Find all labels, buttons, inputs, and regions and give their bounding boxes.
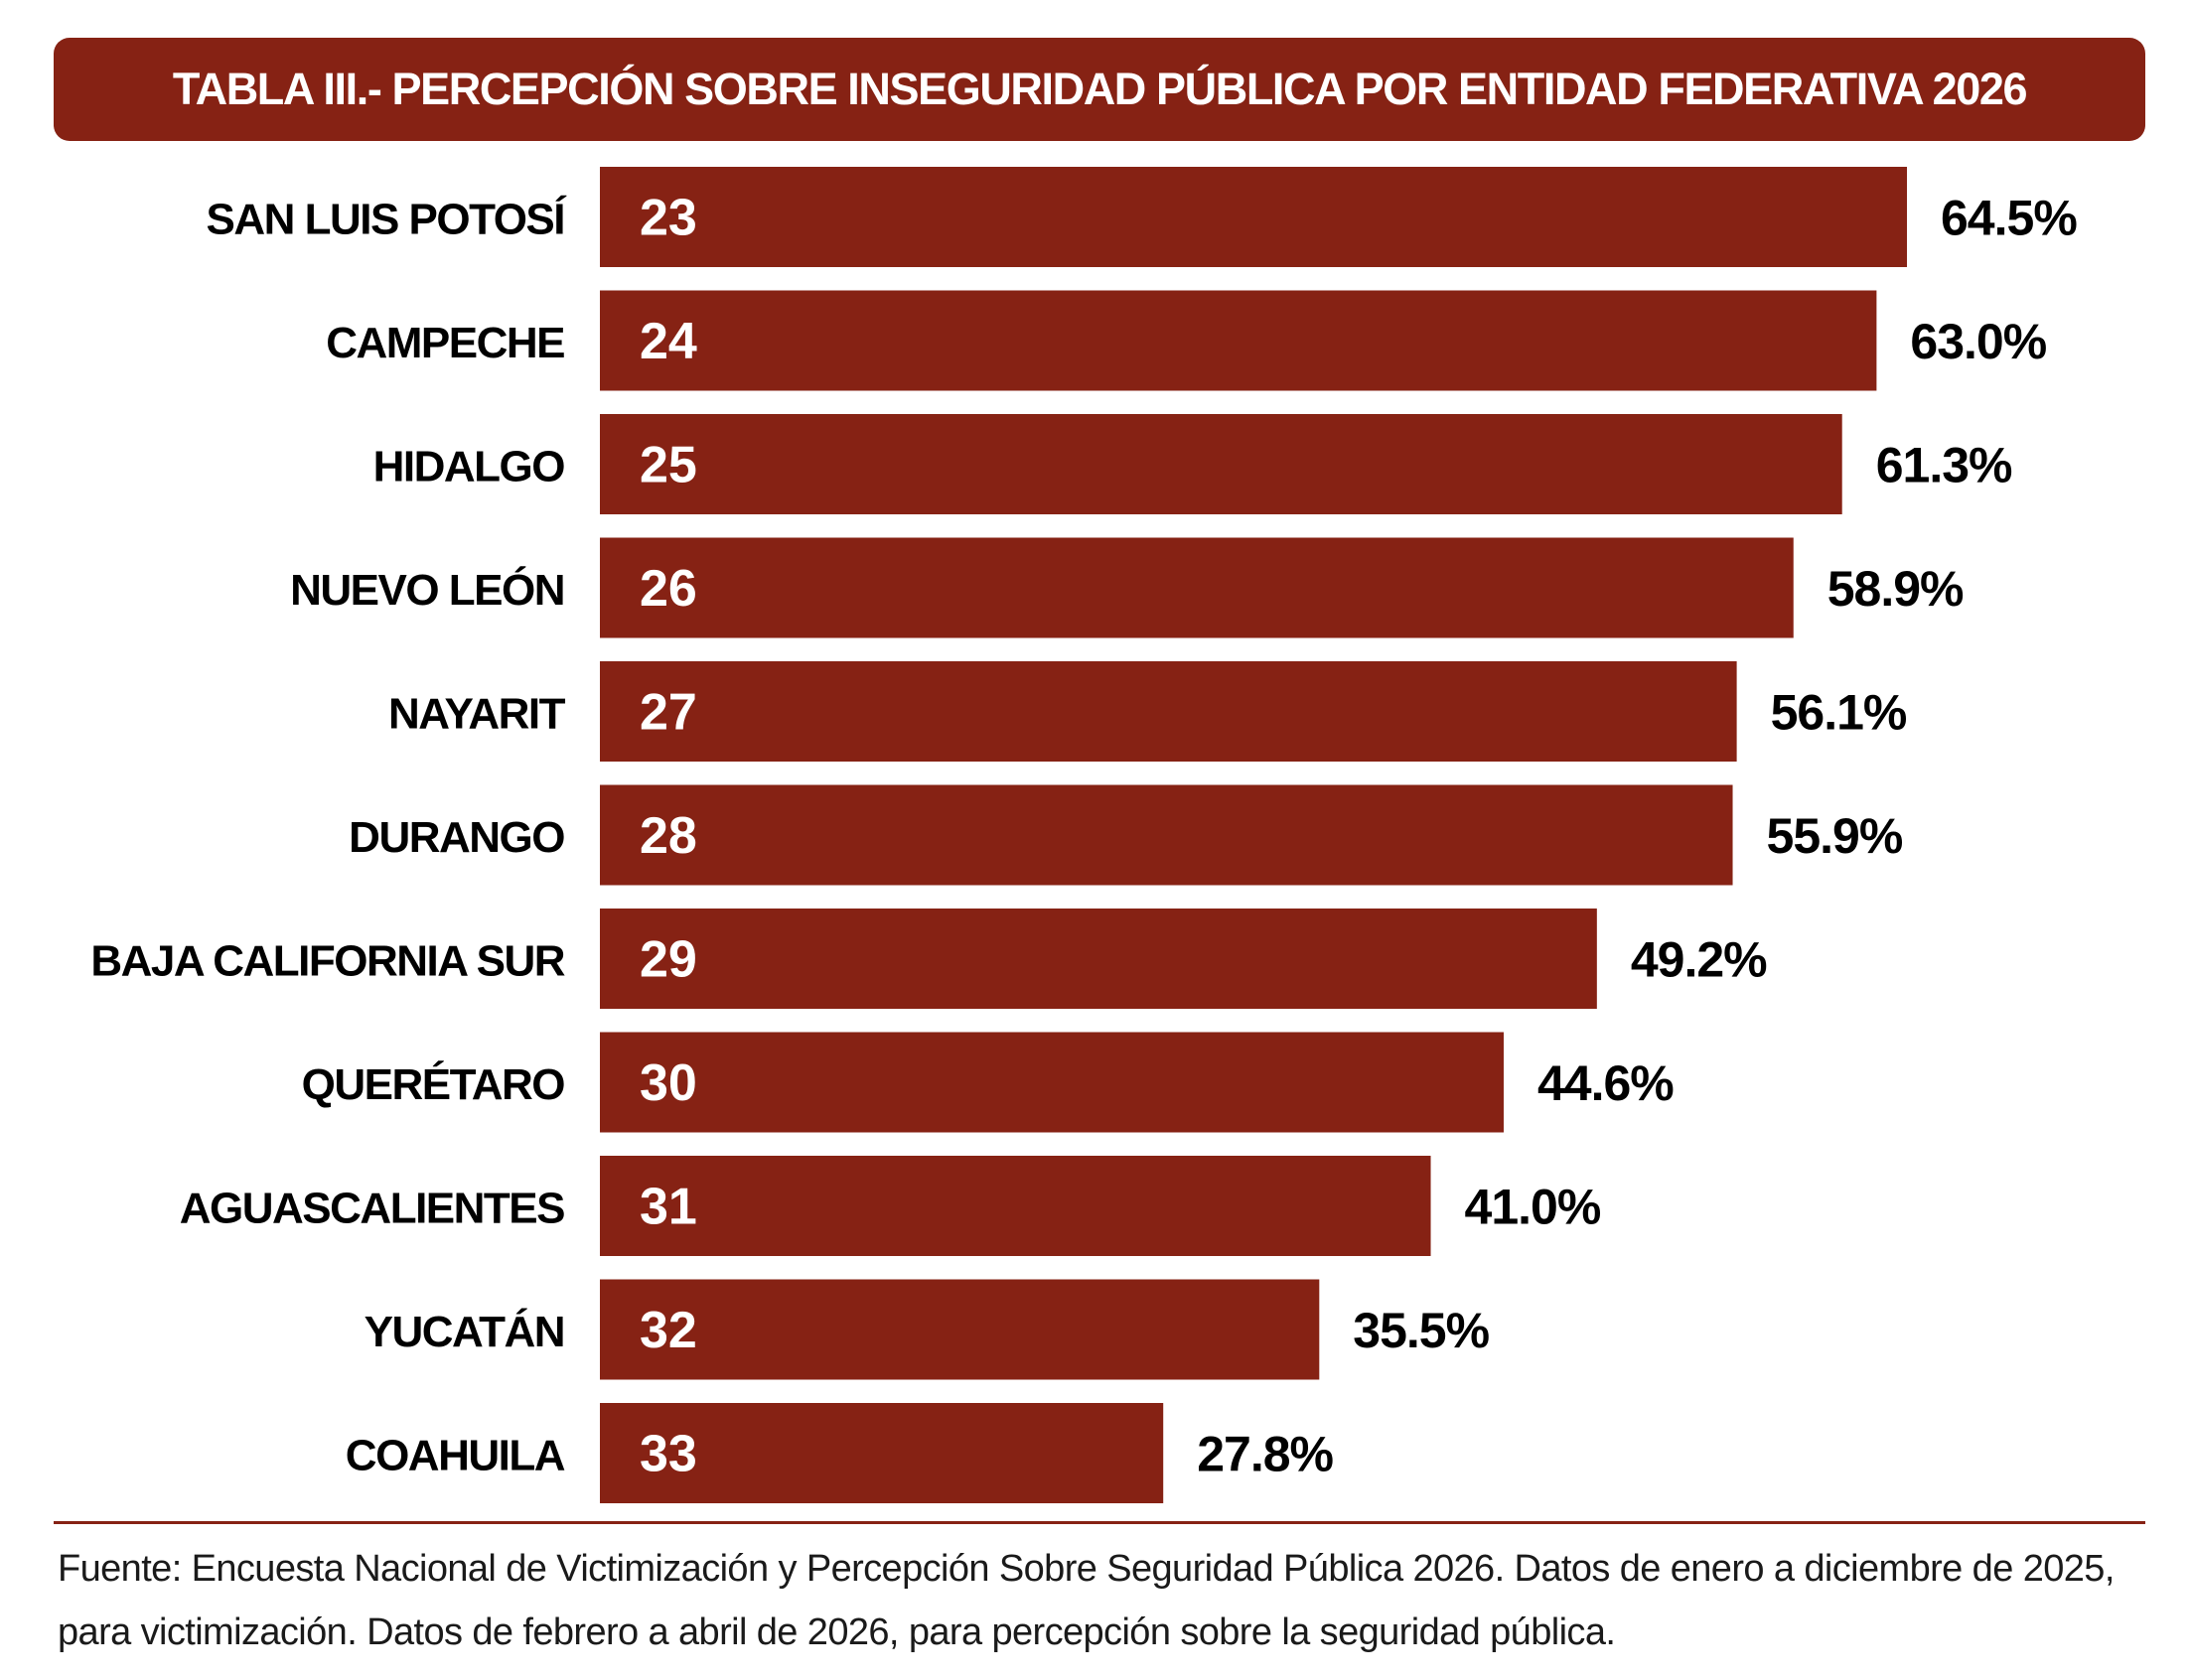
bar-row: NAYARIT 27 56.1%: [388, 661, 1908, 762]
category-label: YUCATÁN: [365, 1307, 564, 1356]
bar-row: NUEVO LEÓN 26 58.9%: [290, 537, 1965, 638]
rank-label: 30: [640, 1054, 697, 1112]
category-label: COAHUILA: [346, 1432, 565, 1480]
value-label: 44.6%: [1537, 1055, 1674, 1111]
rank-label: 27: [640, 684, 697, 742]
rank-label: 26: [640, 560, 697, 618]
bar-row: HIDALGO 25 61.3%: [373, 414, 2013, 514]
rank-label: 28: [640, 807, 697, 865]
bar: [600, 414, 1842, 514]
value-label: 35.5%: [1353, 1303, 1489, 1358]
chart-title: TABLA III.- PERCEPCIÓN SOBRE INSEGURIDAD…: [172, 64, 2028, 114]
bar: [600, 1156, 1431, 1256]
bar-row: QUERÉTARO 30 44.6%: [302, 1032, 1675, 1133]
category-label: NUEVO LEÓN: [290, 565, 564, 615]
value-label: 63.0%: [1910, 314, 2046, 369]
rank-label: 23: [640, 190, 697, 247]
bar-chart: SAN LUIS POTOSÍ 23 64.5% CAMPECHE 24 63.0% HID…: [90, 167, 2078, 1503]
value-label: 49.2%: [1631, 932, 1767, 988]
bar: [600, 1403, 1164, 1503]
title-bar: TABLA III.- PERCEPCIÓN SOBRE INSEGURIDAD…: [54, 38, 2145, 141]
rank-label: 33: [640, 1426, 697, 1483]
category-label: QUERÉTARO: [302, 1059, 565, 1109]
bar: [600, 784, 1733, 886]
bar: [600, 167, 1907, 267]
rank-label: 29: [640, 931, 697, 989]
value-label: 41.0%: [1465, 1180, 1601, 1235]
bar-row: BAJA CALIFORNIA SUR 29 49.2%: [90, 909, 1768, 1009]
category-label: NAYARIT: [388, 690, 566, 739]
rank-label: 24: [640, 313, 697, 370]
category-label: DURANGO: [349, 813, 564, 862]
rank-label: 32: [640, 1302, 697, 1359]
value-label: 61.3%: [1876, 438, 2012, 493]
rank-label: 31: [640, 1179, 697, 1236]
bar-row: SAN LUIS POTOSÍ 23 64.5%: [206, 167, 2078, 267]
bar: [600, 290, 1877, 391]
bar-row: CAMPECHE 24 63.0%: [326, 290, 2048, 391]
category-label: BAJA CALIFORNIA SUR: [90, 937, 564, 986]
category-label: CAMPECHE: [326, 319, 564, 367]
value-label: 56.1%: [1771, 685, 1907, 741]
bar-row: AGUASCALIENTES 31 41.0%: [180, 1156, 1602, 1256]
divider-rule: [54, 1521, 2145, 1524]
bar: [600, 909, 1597, 1009]
category-label: SAN LUIS POTOSÍ: [206, 195, 567, 244]
bar: [600, 661, 1737, 762]
bar: [600, 537, 1794, 638]
value-label: 27.8%: [1197, 1427, 1333, 1482]
category-label: HIDALGO: [373, 443, 565, 491]
value-label: 64.5%: [1941, 191, 2077, 246]
bar-row: DURANGO 28 55.9%: [349, 784, 1904, 886]
value-label: 58.9%: [1827, 561, 1964, 617]
bar-row: COAHUILA 33 27.8%: [346, 1403, 1335, 1503]
bar: [600, 1279, 1320, 1380]
value-label: 55.9%: [1767, 808, 1903, 864]
bar: [600, 1032, 1504, 1133]
source-note: Fuente: Encuesta Nacional de Victimizaci…: [58, 1548, 2115, 1653]
bar-row: YUCATÁN 32 35.5%: [365, 1279, 1491, 1380]
category-label: AGUASCALIENTES: [180, 1185, 564, 1233]
rank-label: 25: [640, 437, 697, 494]
